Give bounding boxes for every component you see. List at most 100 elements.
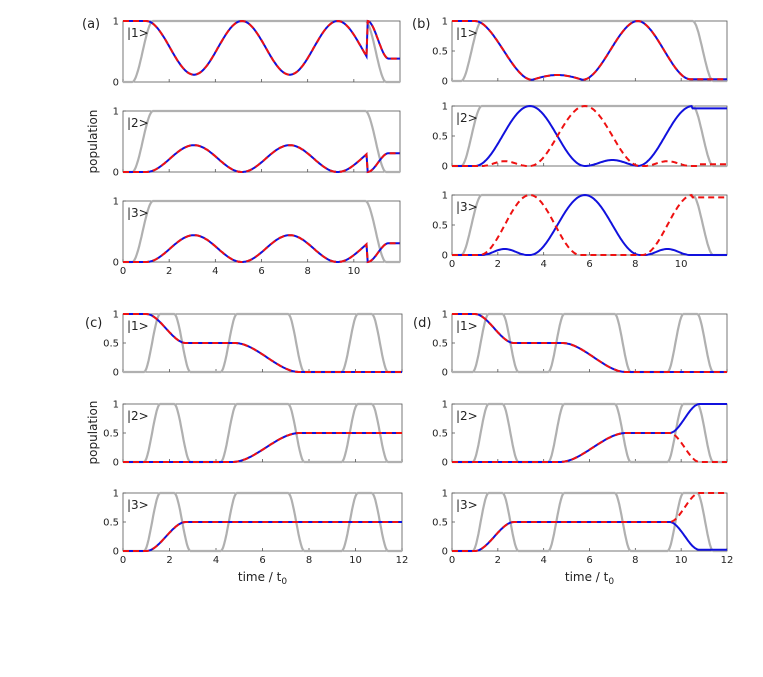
panel-label: (d)	[413, 316, 431, 331]
panel-label: (a)	[82, 17, 100, 32]
pulse-curve	[452, 491, 727, 553]
y-tick-label: 0.5	[432, 132, 448, 143]
y-tick-label: 0	[442, 547, 448, 558]
panel-group-c: (c)00.51|1>00.51|2>00.510 2 4 6 8 10 12|3>popu…	[85, 310, 408, 588]
subplot-state-3: 00.510 2 4 6 8 10|3>	[432, 191, 728, 270]
y-tick-label: 0.5	[103, 339, 119, 350]
panel-label: (c)	[85, 316, 102, 331]
state-label: |1>	[127, 319, 149, 333]
y-tick-label: 0	[442, 77, 448, 88]
y-tick-label: 1	[442, 102, 448, 113]
y-tick-label: 1	[113, 489, 119, 500]
pulse-curve	[123, 199, 400, 264]
pulse-curve	[123, 109, 400, 174]
x-tick-label: 0	[120, 555, 126, 566]
pulse-curve	[123, 491, 402, 553]
y-axis-title: population	[86, 110, 100, 174]
y-tick-label: 0	[113, 78, 119, 89]
subplot-state-3: 010 2 4 6 8 10|3>	[113, 197, 401, 277]
population-dashed-curve	[123, 313, 402, 373]
x-tick-label: 2	[166, 266, 172, 277]
subplot-state-1: 0 1 |1>	[113, 17, 401, 89]
y-tick-label: 0	[113, 258, 119, 269]
y-tick-label: 1	[113, 310, 119, 321]
y-axis-title: population	[86, 401, 100, 465]
population-dashed-curve	[123, 144, 400, 174]
subplot-state-3: 00.510 2 4 6 8 10 12|3>	[103, 489, 408, 567]
state-label: |2>	[127, 409, 149, 423]
x-tick-label: 0	[449, 259, 455, 270]
y-tick-label: 1	[113, 107, 119, 118]
x-tick-label: 4	[540, 259, 546, 270]
x-tick-label: 4	[212, 266, 218, 277]
y-tick-label: 0	[442, 251, 448, 262]
y-tick-label: 0.5	[432, 518, 448, 529]
subplot-state-1: 0 0.5 1 |1>	[432, 310, 728, 379]
subplot-state-3: 00.510 2 4 6 8 10 12|3>	[432, 489, 733, 567]
x-tick-label: 12	[396, 555, 409, 566]
x-tick-label: 8	[632, 555, 638, 566]
y-tick-label: 0.5	[432, 339, 448, 350]
axes-frame	[122, 20, 401, 83]
pulse-curve	[123, 19, 400, 84]
state-label: |3>	[456, 498, 478, 512]
y-tick-label: 1	[113, 400, 119, 411]
y-tick-label: 1	[113, 197, 119, 208]
y-tick-label: 1	[442, 310, 448, 321]
x-tick-label: 10	[675, 555, 688, 566]
y-tick-label: 0	[442, 458, 448, 469]
population-dashed-curve	[123, 234, 400, 264]
state-label: |2>	[127, 116, 149, 130]
population-solid-curve	[123, 432, 402, 463]
y-tick-label: 1	[442, 17, 448, 28]
x-tick-label: 2	[495, 259, 501, 270]
x-tick-label: 10	[349, 555, 362, 566]
x-tick-label: 2	[495, 555, 501, 566]
x-axis-title: time / t0	[238, 570, 288, 587]
population-solid-curve	[452, 193, 727, 256]
population-dashed-curve	[123, 521, 402, 552]
x-tick-label: 0	[449, 555, 455, 566]
y-tick-label: 0.5	[432, 47, 448, 58]
subplot-state-2: 0 1 |2>	[113, 107, 401, 179]
population-solid-curve	[452, 313, 727, 373]
x-tick-label: 10	[347, 266, 360, 277]
population-solid-curve	[452, 403, 727, 463]
axes-frame	[451, 403, 728, 463]
y-tick-label: 1	[442, 191, 448, 202]
population-dashed-curve	[452, 19, 727, 81]
pulse-curve	[452, 104, 727, 168]
panel-group-b: (b)00.51|1>00.51|2>00.510 2 4 6 8 10|3>	[412, 17, 728, 270]
population-solid-curve	[452, 19, 727, 81]
state-label: |2>	[456, 111, 478, 125]
y-tick-label: 0.5	[432, 429, 448, 440]
y-tick-label: 1	[442, 489, 448, 500]
state-label: |2>	[456, 409, 478, 423]
y-tick-label: 0.5	[103, 518, 119, 529]
x-tick-label: 6	[259, 555, 265, 566]
pulse-curve	[123, 312, 402, 374]
y-tick-label: 0	[442, 368, 448, 379]
population-dashed-curve	[123, 432, 402, 463]
axes-frame	[451, 105, 728, 167]
state-label: |3>	[127, 206, 149, 220]
y-tick-label: 1	[442, 400, 448, 411]
axes-frame	[122, 313, 403, 373]
population-solid-curve	[452, 521, 727, 552]
state-label: |3>	[127, 498, 149, 512]
panel-group-a: (a)01|1>01|2>010 2 4 6 8 10|3>population	[82, 17, 401, 277]
panel-label: (b)	[412, 17, 430, 32]
subplot-state-2: 0 0.5 1 |2>	[103, 400, 403, 469]
x-tick-label: 6	[258, 266, 264, 277]
population-solid-curve	[452, 104, 727, 167]
y-tick-label: 0	[113, 168, 119, 179]
state-label: |1>	[127, 26, 149, 40]
population-dashed-curve	[452, 432, 727, 463]
population-dashed-curve	[452, 313, 727, 373]
state-label: |1>	[456, 26, 478, 40]
state-label: |1>	[456, 319, 478, 333]
x-tick-label: 4	[540, 555, 546, 566]
x-axis-title: time / t0	[565, 570, 615, 587]
population-solid-curve	[123, 521, 402, 552]
pulse-curve	[452, 402, 727, 464]
